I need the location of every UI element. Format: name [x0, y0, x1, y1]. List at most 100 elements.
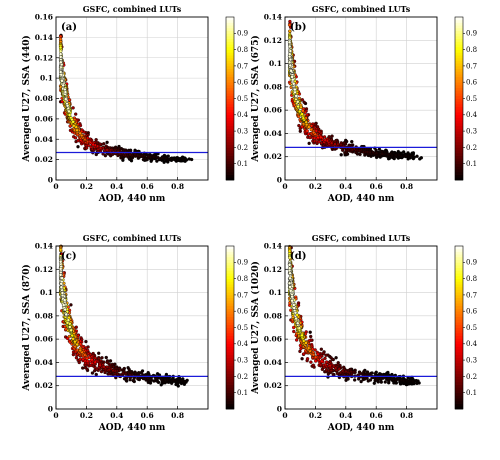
- data-point: [98, 146, 103, 150]
- colorbar-segment: [455, 357, 463, 361]
- y-tick-label: 0.14: [35, 33, 53, 42]
- data-point: [415, 154, 419, 158]
- colorbar-segment: [455, 41, 463, 45]
- colorbar-segment: [455, 400, 463, 404]
- data-point: [105, 148, 109, 152]
- colorbar-segment: [226, 55, 234, 59]
- colorbar-segment: [226, 84, 234, 89]
- colorbar-segment: [455, 120, 463, 124]
- y-axis-label: Averaged U27, SSA (870): [21, 264, 32, 391]
- panel-c: GSFC, combined LUTs 0 0.2 0.4 0.6 0.8 0 0.02 0.0…: [21, 233, 249, 433]
- colorbar-segment: [455, 57, 463, 61]
- data-point: [67, 113, 72, 117]
- colorbar-segment: [455, 109, 463, 113]
- colorbar-segment: [226, 389, 234, 394]
- colorbar-segment: [226, 106, 234, 110]
- data-point: [419, 156, 424, 160]
- colorbar-segment: [455, 166, 463, 170]
- data-point: [60, 276, 64, 280]
- data-point: [102, 365, 106, 369]
- data-point: [104, 355, 108, 360]
- colorbar-tick-label: 0.4: [466, 111, 478, 119]
- colorbar-segment: [226, 60, 234, 64]
- data-point: [84, 339, 88, 344]
- colorbar-segment: [455, 33, 463, 37]
- colorbar-tick-label: 0.8: [466, 275, 477, 283]
- colorbar-segment: [455, 160, 463, 165]
- colorbar-segment: [226, 57, 234, 61]
- data-point: [74, 112, 78, 116]
- data-point: [78, 348, 82, 353]
- y-tick-label: 0: [48, 176, 53, 185]
- colorbar-segment: [455, 158, 463, 162]
- data-point: [160, 156, 164, 160]
- colorbar-tick-label: 0.4: [466, 340, 478, 348]
- colorbar-segment: [455, 106, 463, 110]
- y-axis-label: Averaged U27, SSA (675): [250, 35, 261, 162]
- colorbar-segment: [226, 400, 234, 404]
- x-tick-label: 0.8: [400, 182, 413, 191]
- data-point: [71, 337, 75, 341]
- data-point: [151, 155, 156, 159]
- data-point: [74, 356, 79, 360]
- colorbar-segment: [455, 289, 463, 293]
- data-point: [97, 351, 101, 355]
- data-point: [94, 372, 98, 377]
- colorbar-tick-label: 0.9: [466, 30, 477, 38]
- colorbar-segment: [226, 98, 234, 102]
- colorbar-segment: [455, 398, 463, 402]
- data-point: [163, 377, 167, 382]
- colorbar-segment: [455, 65, 463, 70]
- x-tick-label: 0.6: [141, 411, 154, 420]
- colorbar-segment: [226, 103, 234, 108]
- y-tick-label: 0.04: [264, 358, 282, 367]
- colorbar-segment: [455, 248, 463, 252]
- colorbar-segment: [455, 308, 463, 312]
- colorbar-segment: [455, 403, 463, 407]
- colorbar-segment: [226, 319, 234, 323]
- data-point: [334, 356, 338, 360]
- colorbar-segment: [226, 139, 234, 143]
- colorbar-segment: [226, 87, 234, 91]
- data-point: [293, 87, 297, 92]
- data-point: [189, 157, 194, 162]
- data-point: [59, 49, 63, 53]
- colorbar-segment: [455, 292, 463, 296]
- data-point: [292, 329, 296, 334]
- colorbar-segment: [226, 324, 234, 328]
- data-point: [353, 378, 357, 382]
- y-tick-label: 0.02: [35, 155, 53, 164]
- colorbar-tick-label: 0.6: [237, 308, 249, 316]
- colorbar-segment: [455, 324, 463, 328]
- colorbar: 0.1 0.2 0.3 0.4 0.5 0.6 0.7 0.8 0.9: [454, 245, 478, 410]
- x-tick-label: 0: [282, 411, 287, 420]
- plot-frame: [284, 16, 438, 181]
- data-point: [181, 157, 185, 162]
- data-point: [292, 303, 296, 307]
- data-point: [297, 326, 302, 330]
- y-tick-label: 0.12: [264, 265, 282, 274]
- colorbar-tick-label: 0.5: [466, 324, 477, 332]
- colorbar-segment: [455, 373, 463, 377]
- data-point: [340, 148, 345, 152]
- colorbar-segment: [455, 101, 463, 105]
- y-tick-label: 0.06: [35, 335, 53, 344]
- y-tick-label: 0.04: [35, 358, 53, 367]
- y-axis-label: Averaged U27, SSA (1020): [250, 261, 261, 395]
- colorbar-segment: [226, 311, 234, 315]
- colorbar: 0.1 0.2 0.3 0.4 0.5 0.6 0.7 0.8 0.9: [454, 16, 478, 181]
- y-tick-label: 0.02: [264, 152, 282, 161]
- colorbar-tick-label: 0.2: [466, 373, 477, 381]
- data-point: [331, 372, 335, 377]
- data-point: [63, 90, 68, 94]
- y-axis-label: Averaged U27, SSA (440): [21, 35, 32, 162]
- colorbar-segment: [455, 163, 463, 167]
- data-point: [298, 349, 302, 354]
- data-point: [344, 369, 348, 374]
- colorbar-segment: [455, 392, 463, 396]
- colorbar-segment: [226, 338, 234, 342]
- colorbar-segment: [226, 379, 234, 383]
- data-point: [73, 340, 77, 344]
- data-point: [72, 124, 76, 128]
- data-point: [128, 152, 132, 157]
